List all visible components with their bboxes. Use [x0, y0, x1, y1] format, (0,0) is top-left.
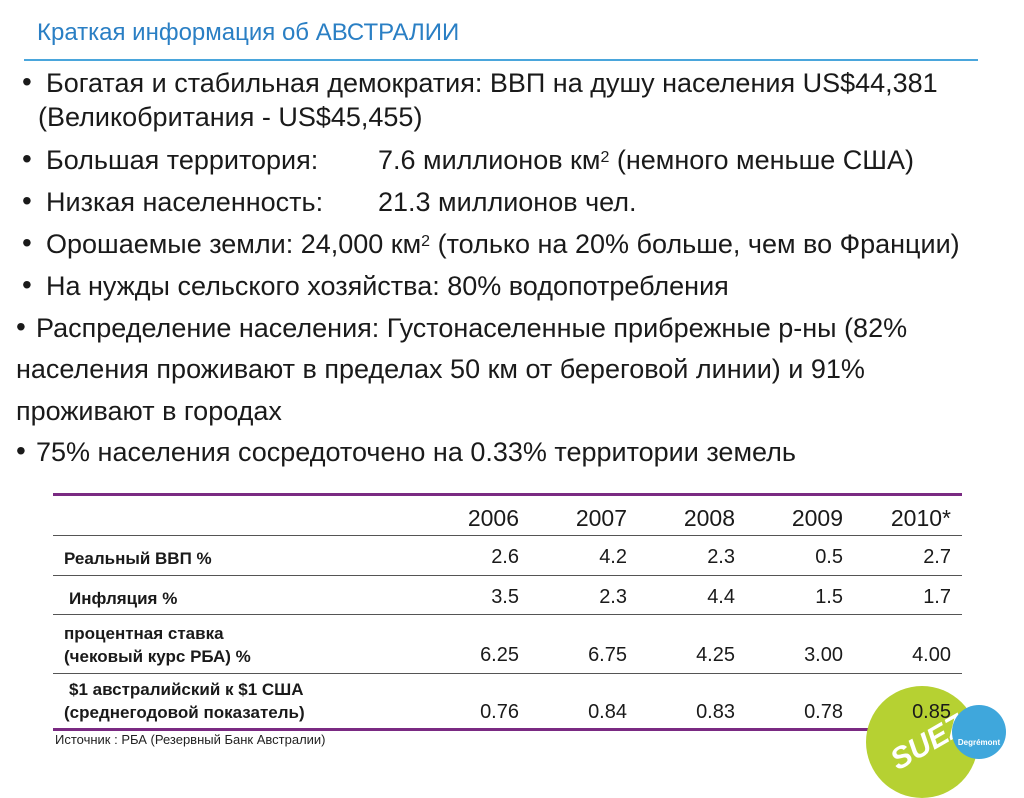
- bullet-4-text: Орошаемые земли: 24,000 км: [46, 229, 422, 259]
- table-cell: 0.78: [804, 701, 843, 723]
- logo-accent-dot: [930, 752, 952, 774]
- table-cell: 2.3: [707, 546, 735, 568]
- row-label: (среднегодовой показатель): [64, 703, 305, 722]
- table-cell: 0.5: [815, 546, 843, 568]
- bullet-1-line-2: (Великобритания - US$45,455): [38, 102, 423, 132]
- bullet-dot: •: [16, 311, 26, 342]
- table-row-divider: [53, 535, 962, 536]
- row-label: Инфляция %: [69, 589, 178, 608]
- bullet-2-value: 7.6 миллионов км2 (немного меньше США): [378, 144, 914, 176]
- table-cell: 1.7: [923, 586, 951, 608]
- year-header: 2006: [467, 505, 519, 531]
- table-row-divider: [53, 614, 962, 615]
- row-label: $1 австралийский к $1 США: [69, 680, 304, 699]
- bullet-7-line: 75% населения сосредоточено на 0.33% тер…: [36, 437, 796, 467]
- bullet-dot: •: [16, 435, 26, 466]
- table-row-divider: [53, 673, 962, 674]
- degremont-logo-text: Degrémont: [957, 738, 1001, 747]
- table-cell: 0.76: [480, 701, 519, 723]
- bullet-2-value-text: 7.6 миллионов км: [378, 145, 601, 175]
- table-cell: 3.00: [804, 644, 843, 666]
- bullet-2-label: Большая территория:: [46, 145, 319, 175]
- bullet-5-line: На нужды сельского хозяйства: 80% водопо…: [46, 271, 729, 301]
- table-cell: 2.7: [923, 546, 951, 568]
- bullet-6-line-2: населения проживают в пределах 50 км от …: [16, 354, 865, 384]
- source-note: Источник : РБА (Резервный Банк Австралии…: [55, 732, 326, 747]
- table-cell: 4.2: [599, 546, 627, 568]
- table-cell: 0.84: [588, 701, 627, 723]
- bullet-2-line: Большая территория:: [46, 144, 318, 176]
- table-cell: 6.75: [588, 644, 627, 666]
- year-header: 2007: [575, 505, 627, 531]
- bullet-6-line-1: Распределение населения: Густонаселенные…: [36, 313, 908, 343]
- bullet-dot: •: [22, 143, 32, 174]
- table-cell: 4.25: [696, 644, 735, 666]
- year-header: 2010*: [890, 505, 951, 531]
- bullet-2-rest: (немного меньше США): [616, 145, 915, 175]
- table-bottom-rule: [53, 728, 962, 731]
- page-title: Краткая информация об АВСТРАЛИИ: [37, 19, 460, 46]
- year-header: 2009: [791, 505, 843, 531]
- table-cell: 0.83: [696, 701, 735, 723]
- bullet-dot: •: [22, 66, 32, 97]
- bullet-6-line-3: проживают в городах: [16, 396, 282, 426]
- bullet-4-sup: 2: [421, 233, 431, 250]
- row-label: (чековый курс РБА) %: [64, 647, 251, 666]
- table-cell: 2.3: [599, 586, 627, 608]
- bullet-2-sup: 2: [600, 149, 610, 166]
- table-top-rule: [53, 493, 962, 496]
- table-cell: 1.5: [815, 586, 843, 608]
- table-cell: 6.25: [480, 644, 519, 666]
- title-divider: [24, 59, 978, 61]
- table-cell: 4.4: [707, 586, 735, 608]
- row-label: процентная ставка: [64, 624, 224, 643]
- degremont-logo: Degrémont: [952, 705, 1006, 759]
- bullet-4-line: Орошаемые земли: 24,000 км2 (только на 2…: [46, 228, 960, 260]
- bullet-4-rest: (только на 20% больше, чем во Франции): [437, 229, 960, 259]
- bullet-3-value: 21.3 миллионов чел.: [378, 187, 637, 217]
- table-cell: 3.5: [491, 586, 519, 608]
- bullet-dot: •: [22, 269, 32, 300]
- bullet-dot: •: [22, 227, 32, 258]
- bullet-dot: •: [22, 185, 32, 216]
- table-row-divider: [53, 575, 962, 576]
- table-cell: 4.00: [912, 644, 951, 666]
- table-cell: 0.85: [912, 701, 951, 723]
- table-cell: 2.6: [491, 546, 519, 568]
- year-header: 2008: [683, 505, 735, 531]
- bullet-3-label: Низкая населенность:: [46, 187, 324, 217]
- bullet-1-line-1: Богатая и стабильная демократия: ВВП на …: [46, 68, 938, 98]
- row-label: Реальный ВВП %: [64, 549, 212, 568]
